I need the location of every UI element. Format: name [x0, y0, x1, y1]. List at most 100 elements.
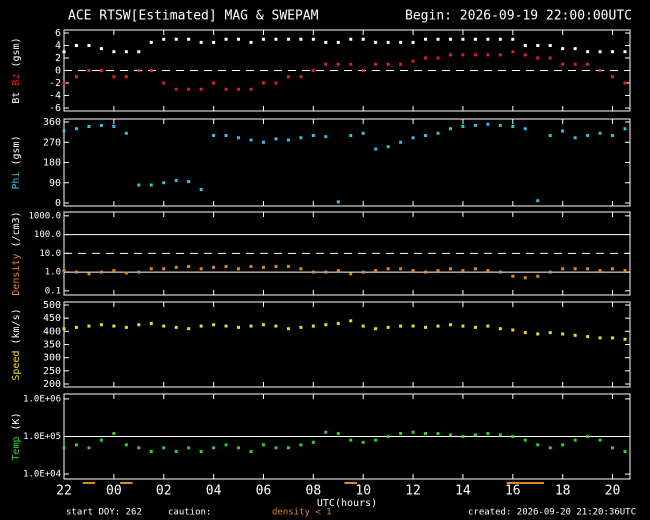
- y-tick-label: 10.0: [39, 249, 61, 259]
- data-point: [349, 134, 353, 137]
- data-point: [261, 323, 265, 327]
- y-tick-label: 1.0E+05: [23, 432, 61, 442]
- data-point: [611, 50, 615, 54]
- data-point: [112, 50, 116, 54]
- data-point: [436, 131, 440, 135]
- data-point: [523, 276, 527, 280]
- data-point: [87, 125, 91, 128]
- data-point: [586, 134, 590, 137]
- data-point: [199, 87, 203, 91]
- data-point: [448, 127, 452, 131]
- data-point: [511, 274, 515, 278]
- y-axis-label: Bt Bz (gsm): [11, 37, 22, 103]
- data-point: [561, 62, 565, 66]
- x-tick-label: 20: [605, 484, 621, 499]
- y-tick-label: 1.0E+06: [23, 394, 61, 404]
- y-tick-label: 1.0: [45, 268, 61, 278]
- legend-entry: Bt: [11, 92, 22, 104]
- y-tick-label: -6: [49, 103, 61, 114]
- data-point: [224, 37, 228, 41]
- data-point: [212, 134, 216, 137]
- data-point: [336, 40, 340, 44]
- data-point: [361, 324, 365, 328]
- data-point: [473, 37, 477, 41]
- y-tick-label: 200: [43, 379, 61, 390]
- data-point: [299, 325, 303, 329]
- y-tick-label: 6: [55, 28, 61, 39]
- data-point: [286, 37, 290, 41]
- data-point: [548, 446, 552, 450]
- data-point: [523, 53, 527, 57]
- y-axis-unit: (km/s): [11, 308, 22, 344]
- data-point: [374, 62, 378, 66]
- start-doy: start DOY: 262: [66, 508, 142, 518]
- data-point: [573, 333, 577, 337]
- data-point: [87, 324, 91, 328]
- data-point: [424, 37, 428, 41]
- data-point: [286, 446, 290, 450]
- y-tick-label: 4: [55, 41, 61, 52]
- data-point: [74, 270, 78, 274]
- data-point: [623, 269, 627, 273]
- data-point: [623, 337, 627, 341]
- data-point: [623, 127, 627, 131]
- y-axis-unit: (/cm3): [11, 211, 22, 247]
- data-point: [611, 336, 615, 340]
- data-point: [448, 267, 452, 271]
- data-point: [523, 438, 527, 442]
- data-point: [137, 69, 141, 72]
- y-tick-label: 90: [49, 178, 61, 189]
- data-point: [611, 75, 615, 79]
- data-point: [274, 81, 278, 85]
- data-point: [299, 267, 303, 271]
- data-point: [162, 267, 166, 271]
- data-point: [536, 274, 540, 278]
- data-point: [87, 272, 91, 276]
- data-point: [448, 53, 452, 57]
- y-tick-label: 180: [43, 158, 61, 169]
- data-point: [187, 446, 191, 450]
- data-point: [62, 327, 66, 331]
- data-point: [598, 336, 602, 340]
- data-point: [187, 264, 191, 268]
- data-point: [461, 434, 465, 438]
- data-point: [286, 75, 290, 79]
- data-point: [486, 269, 490, 273]
- data-point: [336, 321, 340, 325]
- data-point: [361, 131, 365, 135]
- y-tick-label: 1.0E+04: [23, 470, 61, 480]
- data-point: [149, 267, 153, 271]
- data-point: [561, 47, 565, 51]
- data-point: [99, 69, 103, 72]
- data-point: [199, 188, 203, 191]
- data-point: [498, 433, 502, 437]
- data-point: [386, 40, 390, 44]
- data-point: [99, 323, 103, 327]
- data-point: [411, 269, 415, 273]
- data-point: [324, 323, 328, 327]
- data-point: [611, 267, 615, 271]
- data-point: [124, 443, 128, 447]
- data-point: [74, 44, 78, 47]
- data-point: [62, 50, 66, 54]
- data-point: [349, 319, 353, 323]
- data-point: [174, 449, 178, 453]
- data-point: [536, 332, 540, 336]
- data-point: [137, 323, 141, 327]
- data-point: [561, 129, 565, 133]
- data-point: [249, 87, 253, 91]
- data-point: [199, 324, 203, 328]
- data-point: [511, 434, 515, 438]
- data-point: [586, 335, 590, 339]
- data-point: [261, 265, 265, 269]
- data-point: [324, 430, 328, 434]
- panel-frame: [63, 118, 631, 207]
- data-point: [361, 37, 365, 41]
- data-point: [311, 324, 315, 328]
- data-point: [573, 267, 577, 271]
- data-point: [274, 137, 278, 141]
- caution-label: caution:: [168, 508, 211, 518]
- y-tick-label: 400: [43, 326, 61, 337]
- data-point: [299, 75, 303, 79]
- x-tick-label: 02: [156, 484, 172, 499]
